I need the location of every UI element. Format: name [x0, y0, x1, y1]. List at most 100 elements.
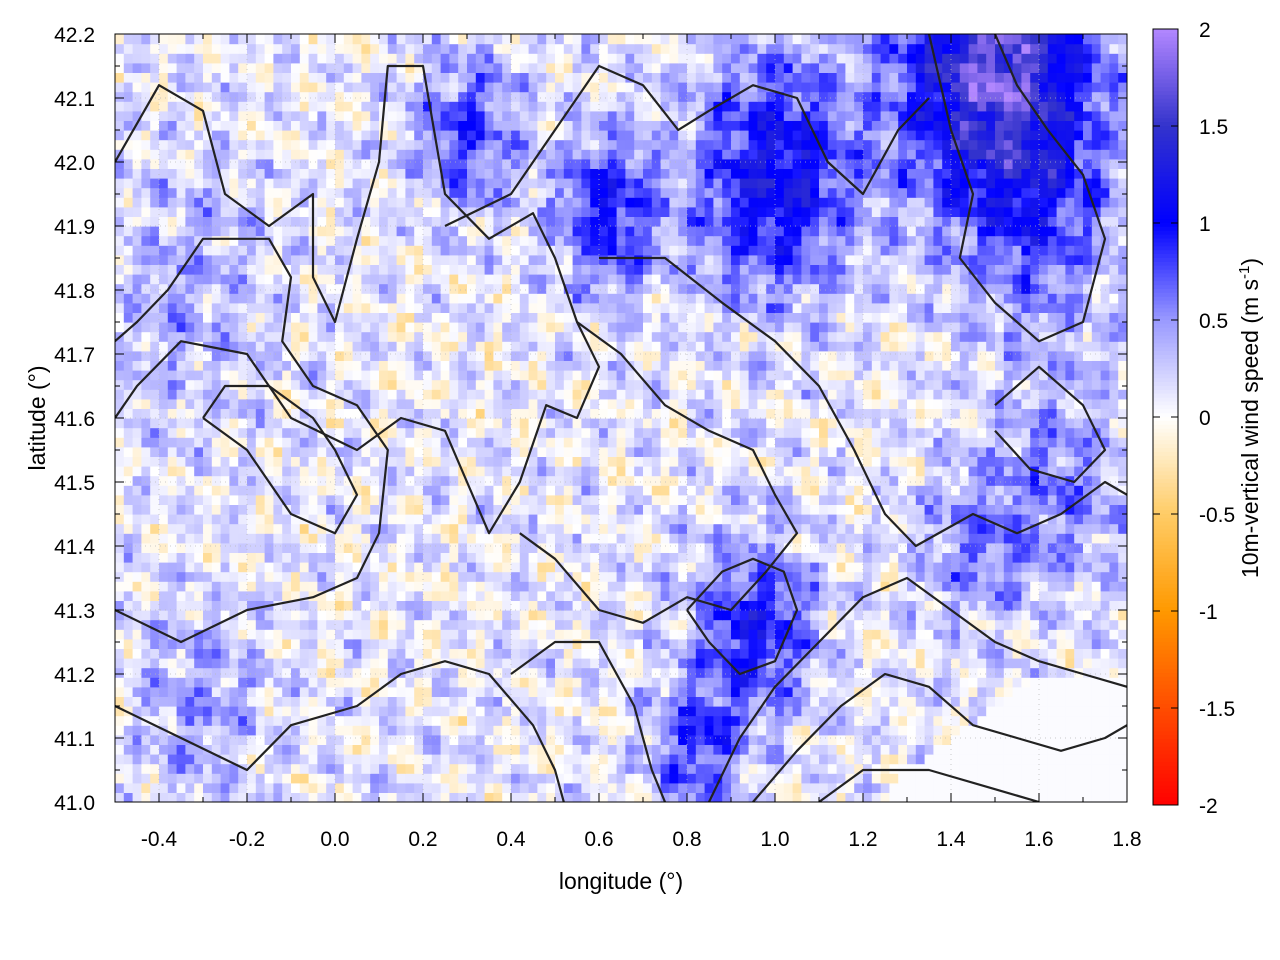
heatmap-cell — [810, 763, 820, 774]
heatmap-cell — [695, 552, 706, 563]
heatmap-cell — [167, 523, 178, 534]
heatmap-cell — [141, 398, 151, 409]
heatmap-cell — [968, 562, 978, 573]
heatmap-cell — [880, 398, 890, 409]
heatmap-cell — [308, 485, 318, 496]
heatmap-cell — [238, 504, 248, 515]
heatmap-cell — [1109, 562, 1119, 573]
heatmap-cell — [863, 533, 873, 544]
heatmap-cell — [203, 389, 213, 400]
heatmap-cell — [1021, 437, 1031, 448]
heatmap-cell — [810, 686, 820, 697]
heatmap-cell — [555, 696, 565, 707]
heatmap-cell — [203, 667, 213, 678]
heatmap-cell — [352, 466, 362, 477]
heatmap-cell — [493, 466, 503, 477]
heatmap-cell — [167, 466, 178, 477]
heatmap-cell — [387, 427, 398, 438]
heatmap-cell — [440, 446, 450, 457]
heatmap-cell — [167, 638, 178, 649]
heatmap-cell — [1109, 782, 1119, 793]
heatmap-cell — [660, 706, 670, 717]
heatmap-cell — [766, 514, 776, 525]
heatmap-cell — [871, 542, 882, 553]
heatmap-cell — [211, 782, 222, 793]
heatmap-cell — [792, 418, 802, 429]
heatmap-cell — [572, 706, 582, 717]
heatmap-cell — [370, 763, 380, 774]
heatmap-cell — [555, 485, 565, 496]
heatmap-cell — [783, 533, 794, 544]
heatmap-cell — [423, 533, 433, 544]
heatmap-cell — [1039, 446, 1049, 457]
heatmap-cell — [898, 725, 908, 736]
heatmap-cell — [1083, 696, 1093, 707]
heatmap-cell — [317, 619, 327, 630]
heatmap-cell — [854, 696, 864, 707]
heatmap-cell — [555, 533, 565, 544]
heatmap-cell — [352, 706, 362, 717]
heatmap-cell — [475, 638, 486, 649]
heatmap-cell — [361, 581, 371, 592]
heatmap-cell — [1109, 398, 1119, 409]
heatmap-cell — [792, 619, 802, 630]
heatmap-cell — [572, 763, 582, 774]
heatmap-cell — [968, 456, 978, 467]
heatmap-cell — [379, 648, 389, 659]
heatmap-cell — [1091, 677, 1102, 688]
heatmap-cell — [458, 514, 468, 525]
heatmap-cell — [475, 446, 486, 457]
heatmap-cell — [669, 523, 679, 534]
heatmap-cell — [915, 581, 926, 592]
heatmap-cell — [581, 658, 591, 669]
heatmap-cell — [1100, 552, 1110, 563]
heatmap-cell — [854, 677, 864, 688]
heatmap-cell — [185, 456, 195, 467]
heatmap-cell — [625, 389, 635, 400]
heatmap-cell — [695, 456, 706, 467]
heatmap-cell — [792, 696, 802, 707]
heatmap-cell — [863, 466, 873, 477]
heatmap-cell — [986, 696, 996, 707]
heatmap-cell — [141, 706, 151, 717]
heatmap-cell — [379, 658, 389, 669]
heatmap-cell — [326, 533, 336, 544]
heatmap-cell — [528, 379, 538, 390]
heatmap-cell — [528, 389, 538, 400]
heatmap-cell — [405, 696, 415, 707]
heatmap-cell — [951, 504, 961, 515]
heatmap-cell — [396, 523, 406, 534]
heatmap-cell — [1012, 562, 1022, 573]
heatmap-cell — [1091, 514, 1102, 525]
heatmap-cell — [590, 792, 600, 802]
heatmap-cell — [387, 523, 398, 534]
heatmap-cell — [194, 542, 204, 553]
heatmap-cell — [211, 696, 222, 707]
heatmap-cell — [563, 677, 574, 688]
heatmap-cell — [194, 398, 204, 409]
heatmap-cell — [317, 677, 327, 688]
heatmap-cell — [810, 706, 820, 717]
heatmap-cell — [977, 638, 987, 649]
heatmap-cell — [414, 533, 424, 544]
heatmap-cell — [537, 437, 547, 448]
heatmap-cell — [836, 610, 846, 621]
heatmap-cell — [1065, 408, 1075, 419]
heatmap-cell — [211, 763, 222, 774]
heatmap-cell — [651, 514, 662, 525]
heatmap-cell — [959, 562, 970, 573]
heatmap-cell — [599, 504, 609, 515]
heatmap-cell — [264, 408, 274, 419]
heatmap-cell — [801, 533, 811, 544]
heatmap-cell — [1056, 542, 1066, 553]
heatmap-cell — [159, 686, 169, 697]
heatmap-cell — [924, 725, 934, 736]
heatmap-cell — [308, 610, 318, 621]
heatmap-cell — [423, 542, 433, 553]
heatmap-cell — [722, 456, 732, 467]
heatmap-cell — [625, 590, 635, 601]
heatmap-cell — [379, 734, 389, 745]
heatmap-cell — [150, 734, 160, 745]
heatmap-cell — [669, 792, 679, 802]
heatmap-cell — [713, 734, 723, 745]
